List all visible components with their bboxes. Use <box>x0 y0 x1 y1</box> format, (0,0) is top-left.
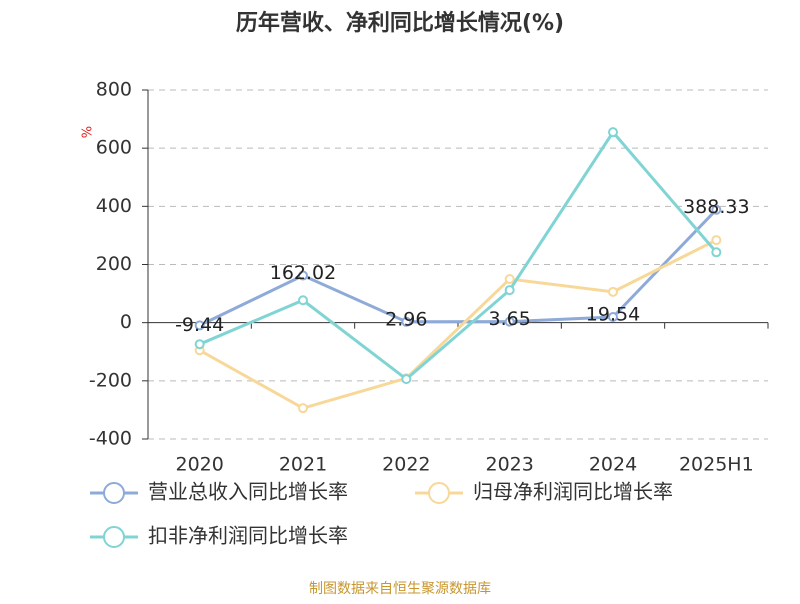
y-tick-label: 800 <box>96 79 132 101</box>
point <box>298 403 308 414</box>
data-label: 388.33 <box>683 196 749 218</box>
point <box>504 316 515 327</box>
x-tick-label: 2024 <box>589 454 637 476</box>
point <box>504 274 515 285</box>
point <box>401 316 412 327</box>
legend-label: 营业总收入同比增长率 <box>148 480 348 504</box>
x-tick-label: 2023 <box>485 454 533 476</box>
point <box>194 320 205 331</box>
series-line <box>199 129 718 382</box>
data-label: 162.02 <box>270 262 336 284</box>
chart-title: 历年营收、净利同比增长情况(%) <box>236 10 564 36</box>
legend-marker <box>428 482 450 504</box>
legend-marker <box>103 482 125 504</box>
y-tick-label: -200 <box>89 369 132 391</box>
legend-label: 归母净利润同比增长率 <box>473 480 673 504</box>
point <box>711 247 722 258</box>
y-tick-label: 600 <box>96 137 132 159</box>
data-label: 2.96 <box>385 308 427 330</box>
point <box>194 339 205 350</box>
data-label: 19.54 <box>586 303 640 325</box>
x-tick-label: 2021 <box>279 454 327 476</box>
y-tick-label: -400 <box>89 428 132 450</box>
point <box>608 127 618 138</box>
series-line <box>199 208 718 327</box>
point <box>401 374 412 385</box>
x-tick-label: 2025H1 <box>679 454 754 476</box>
point <box>298 270 308 281</box>
x-tick-label: 2022 <box>382 454 430 476</box>
data-label: 3.65 <box>489 308 531 330</box>
point <box>608 286 618 297</box>
series-line <box>198 238 718 410</box>
x-tick-label: 2020 <box>175 454 223 476</box>
data-label: -9.44 <box>175 314 224 336</box>
y-unit: % <box>81 126 96 138</box>
point <box>504 285 515 296</box>
y-tick-label: 0 <box>120 311 132 333</box>
legend-label: 扣非净利润同比增长率 <box>148 524 348 548</box>
point <box>298 295 308 306</box>
source-note: 制图数据来自恒生聚源数据库 <box>309 581 491 597</box>
point <box>608 311 618 322</box>
y-tick-label: 200 <box>96 253 132 275</box>
legend-marker <box>103 526 125 548</box>
point <box>711 235 722 246</box>
y-tick-label: 400 <box>96 195 132 217</box>
point <box>711 204 722 215</box>
